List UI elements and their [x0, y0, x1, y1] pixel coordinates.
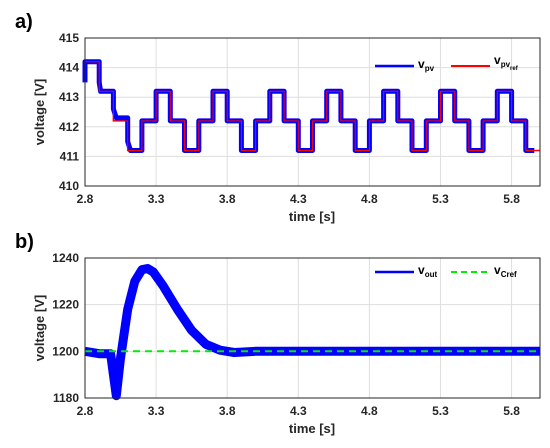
- y-tick-label: 1180: [53, 391, 79, 405]
- legend-v-pv-ref-label: vpvref: [494, 53, 519, 72]
- legend-v-out-label: vout: [418, 263, 437, 279]
- panel-b-axes-box: [84, 257, 541, 399]
- x-tick-label: 3.8: [219, 404, 236, 418]
- panel-b-legend: vout vCref: [375, 263, 517, 279]
- x-tick-label: 3.3: [148, 192, 165, 206]
- panel-b-y-axis-label: voltage [V]: [32, 295, 47, 361]
- x-tick-label: 4.3: [290, 404, 307, 418]
- x-tick-label: 4.8: [361, 192, 378, 206]
- y-tick-label: 1200: [52, 344, 79, 358]
- x-tick-label: 4.8: [361, 404, 378, 418]
- x-tick-label: 2.8: [77, 404, 94, 418]
- panel-a-axes-box: [84, 37, 541, 187]
- panel-b-x-axis-label: time [s]: [289, 421, 335, 436]
- x-tick-label: 5.8: [503, 192, 520, 206]
- panel-a-x-tick-labels: 2.8 3.3 3.8 4.3 4.8 5.3 5.8: [77, 192, 521, 206]
- panel-a-label: a): [15, 11, 33, 33]
- x-tick-label: 5.8: [503, 404, 520, 418]
- x-tick-label: 5.3: [432, 192, 449, 206]
- panel-b-label: b): [15, 231, 34, 253]
- panel-a-x-axis-label: time [s]: [289, 209, 335, 224]
- panel-a-series: [82, 59, 540, 153]
- y-tick-label: 1220: [52, 298, 79, 312]
- x-tick-label: 2.8: [77, 192, 94, 206]
- panel-b: b) 2.8 3.3 3.8 4.3 4.8 5.3 5.8 1180 1200 1220 124…: [15, 231, 541, 436]
- x-tick-label: 5.3: [432, 404, 449, 418]
- x-tick-label: 4.3: [290, 192, 307, 206]
- y-tick-label: 411: [60, 149, 80, 163]
- series-v-pv-ref-overlay: [85, 61, 540, 151]
- panel-a-y-tick-labels: 410 411 412 413 414 415: [59, 31, 79, 193]
- panel-a-plot-bg: [85, 38, 540, 186]
- y-tick-label: 1240: [52, 251, 79, 265]
- y-tick-label: 414: [59, 61, 79, 75]
- y-tick-label: 412: [59, 120, 79, 134]
- panel-b-y-tick-labels: 1180 1200 1220 1240: [52, 251, 79, 405]
- panel-a-y-axis-label: voltage [V]: [32, 79, 47, 145]
- panel-b-series: [84, 264, 540, 401]
- x-tick-label: 3.3: [148, 404, 165, 418]
- legend-v-cref-label: vCref: [494, 263, 517, 279]
- y-tick-label: 415: [59, 31, 79, 45]
- x-tick-label: 3.8: [219, 192, 236, 206]
- panel-a-legend: vpv vpvref: [375, 53, 519, 73]
- panel-b-x-tick-labels: 2.8 3.3 3.8 4.3 4.8 5.3 5.8: [77, 404, 521, 418]
- y-tick-label: 410: [59, 179, 79, 193]
- legend-v-pv-label: vpv: [418, 57, 435, 73]
- panel-a: a) 2.8 3.3 3.8 4.3 4.8 5.3 5.8 410 411 412 413 414…: [15, 11, 541, 224]
- y-tick-label: 413: [59, 90, 79, 104]
